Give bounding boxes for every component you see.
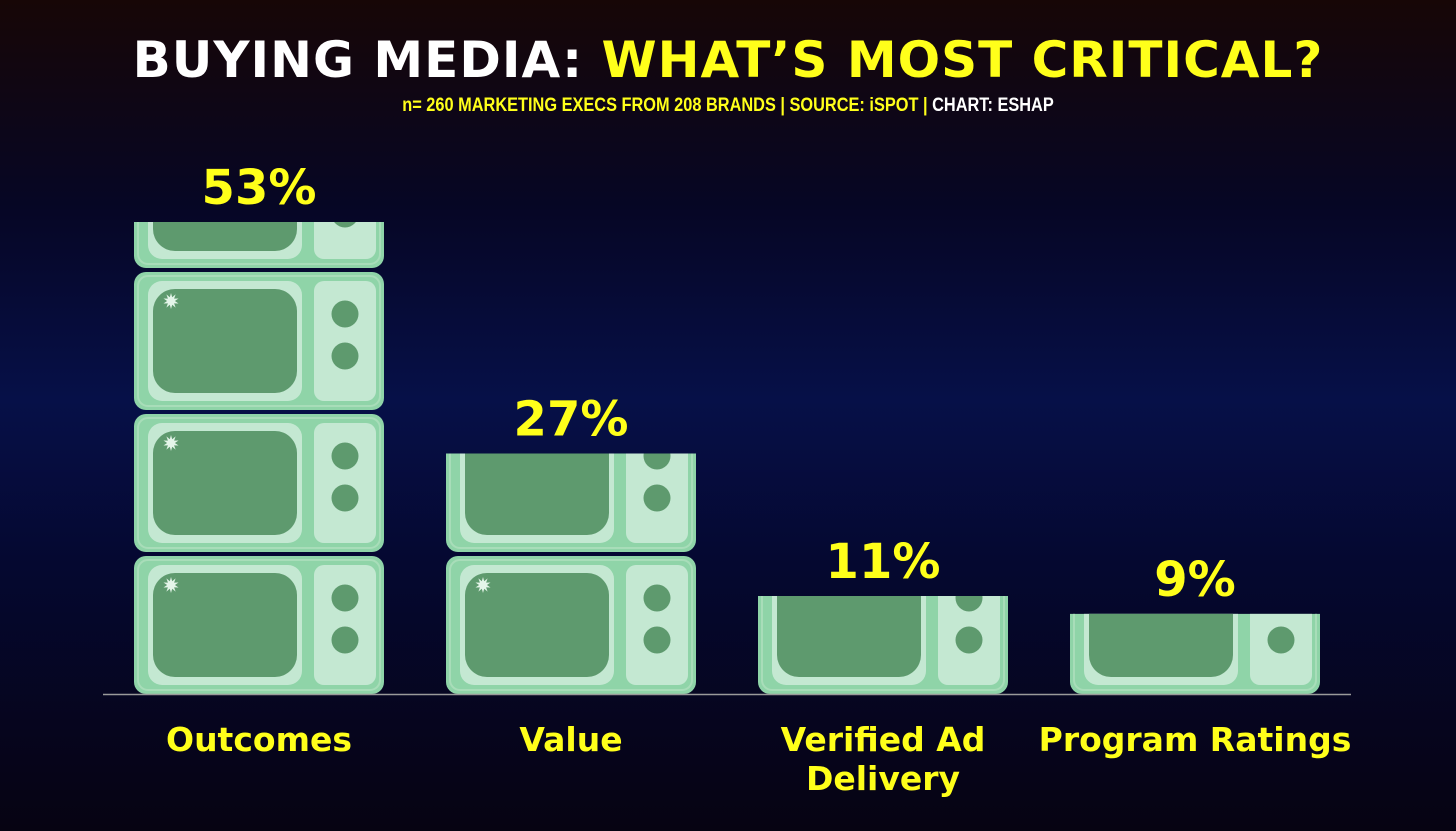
- category-labels-layer: Outcomes Value Verified Ad Delivery Program …: [166, 720, 1351, 798]
- bar-outcomes: [134, 222, 384, 694]
- bar-value: [446, 453, 696, 694]
- category-label-program-ratings: Program Ratings: [1039, 720, 1352, 759]
- value-label-outcomes: 53%: [202, 160, 317, 216]
- bars-layer: [134, 222, 1320, 694]
- value-labels-layer: 53% 27% 11% 9%: [202, 160, 1236, 608]
- category-label-outcomes: Outcomes: [166, 720, 352, 759]
- title-white-part: BUYING MEDIA:: [132, 31, 584, 89]
- subtitle-credit: CHART: ESHAP: [932, 95, 1054, 116]
- subtitle-source: n= 260 MARKETING EXECS FROM 208 BRANDS |…: [402, 95, 928, 116]
- category-label-verified-ad-delivery: Verified Ad Delivery: [781, 720, 986, 798]
- value-label-program-ratings: 9%: [1154, 552, 1236, 608]
- value-label-verified-ad-delivery: 11%: [826, 534, 941, 590]
- category-label-value: Value: [519, 720, 622, 759]
- value-label-value: 27%: [514, 392, 629, 448]
- chart-title: BUYING MEDIA: WHAT’S MOST CRITICAL?: [0, 28, 1456, 92]
- title-yellow-part: WHAT’S MOST CRITICAL?: [601, 31, 1324, 89]
- chart-subtitle: n= 260 MARKETING EXECS FROM 208 BRANDS |…: [102, 94, 1354, 118]
